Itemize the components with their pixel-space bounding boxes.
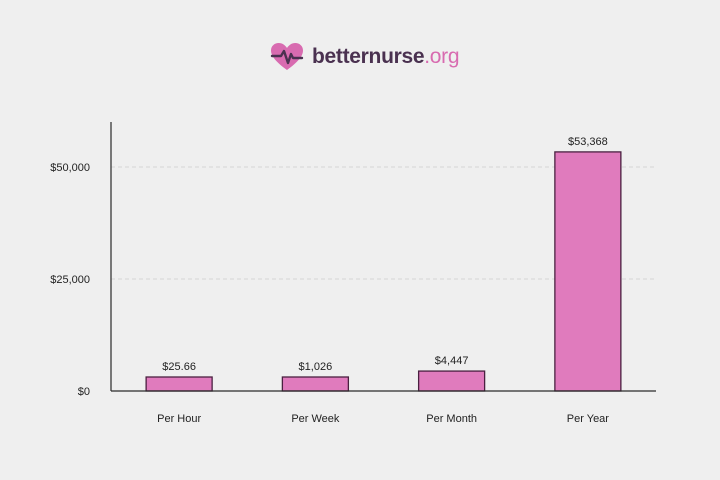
- brand-tld: .org: [424, 45, 460, 68]
- bar-per-hour: [145, 376, 213, 392]
- data-label: $4,447: [435, 355, 469, 367]
- data-label: $25.66: [162, 361, 196, 373]
- bars: [145, 151, 622, 392]
- brand-wordmark: betternurse.org: [312, 45, 460, 69]
- heart-pulse-icon: [270, 43, 304, 70]
- bar-per-week: [281, 376, 350, 392]
- data-label: $53,368: [568, 136, 608, 148]
- category-label: Per Hour: [157, 413, 201, 425]
- y-axis-ticks: $0 $25,000 $50,000: [50, 162, 90, 398]
- x-axis-categories: Per Hour Per Week Per Month Per Year: [157, 413, 609, 425]
- category-label: Per Year: [567, 413, 610, 425]
- category-label: Per Week: [291, 413, 340, 425]
- y-tick-label: $25,000: [50, 274, 90, 286]
- bar-per-year: [554, 151, 622, 392]
- category-label: Per Month: [426, 413, 477, 425]
- y-tick-label: $0: [78, 386, 90, 398]
- bar-per-month: [417, 370, 486, 392]
- y-tick-label: $50,000: [50, 162, 90, 174]
- data-labels: $25.66 $1,026 $4,447 $53,368: [162, 136, 607, 373]
- data-label: $1,026: [299, 361, 333, 373]
- brand-logo: betternurse.org: [270, 38, 460, 76]
- brand-name: betternurse: [312, 45, 425, 68]
